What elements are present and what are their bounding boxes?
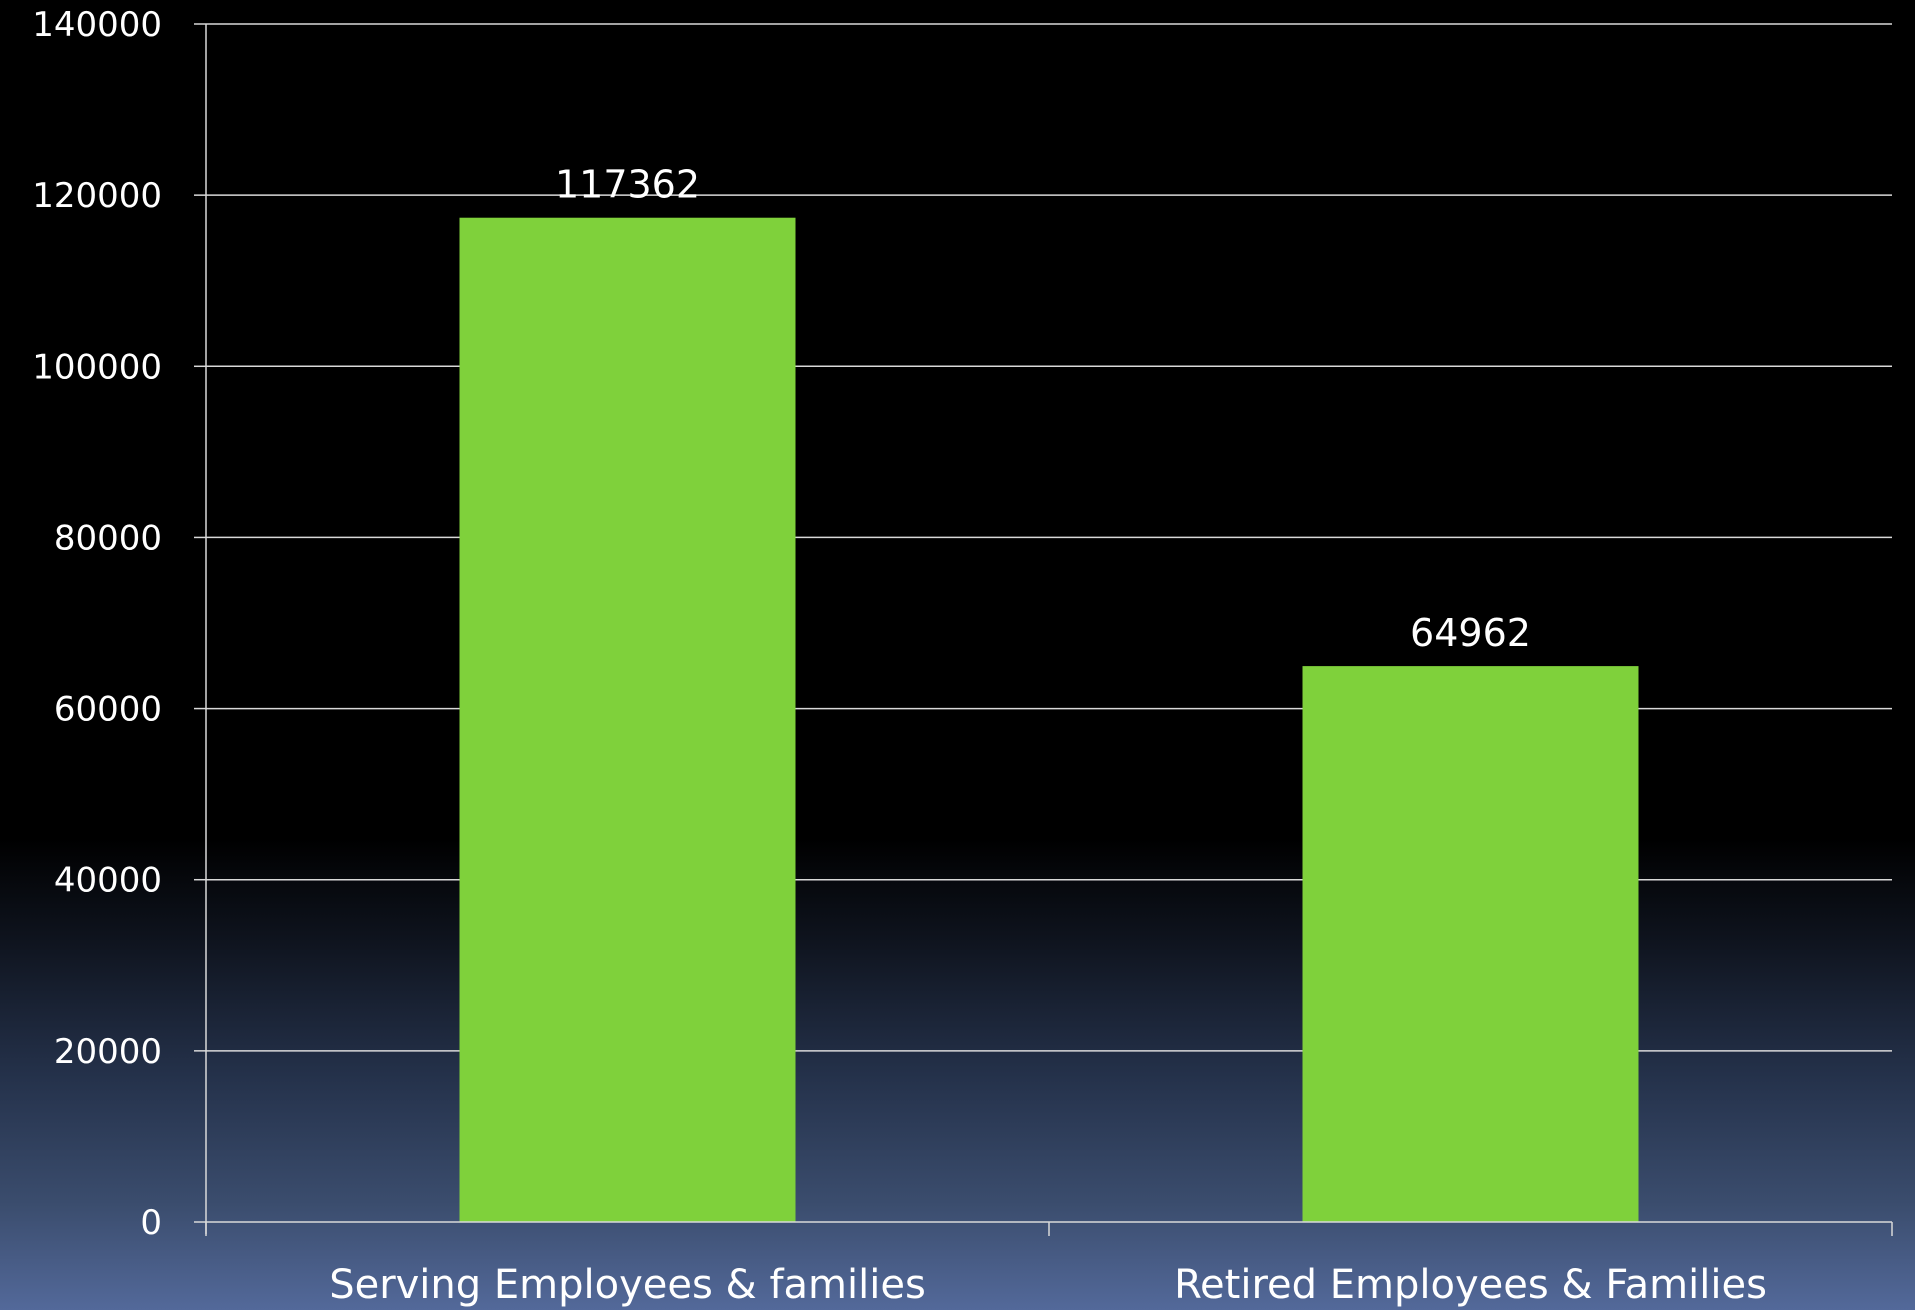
bar [1302,666,1639,1222]
x-category-label: Serving Employees & families [329,1262,926,1308]
data-label: 117362 [555,163,700,207]
y-tick-label: 20000 [54,1032,162,1072]
gridlines [206,23,1892,1052]
y-tick-label: 40000 [54,861,162,901]
x-axis-category-labels: Serving Employees & families Retired Empl… [329,1262,1767,1308]
y-tick-label: 120000 [32,176,162,216]
bar [459,217,796,1222]
y-tick-label: 80000 [54,518,162,558]
y-tick-label: 100000 [32,347,162,387]
y-tick-label: 0 [140,1203,162,1243]
y-axis-tick-labels: 0 20000 40000 60000 80000 100000 120000 140000 [32,5,206,1243]
data-labels: 117362 64962 [555,163,1531,655]
y-tick-label: 60000 [54,690,162,730]
x-axis [205,24,1893,1236]
y-tick-label: 140000 [32,5,162,45]
data-label: 64962 [1410,611,1531,655]
x-category-label: Retired Employees & Families [1174,1262,1767,1308]
bars [459,217,1639,1222]
